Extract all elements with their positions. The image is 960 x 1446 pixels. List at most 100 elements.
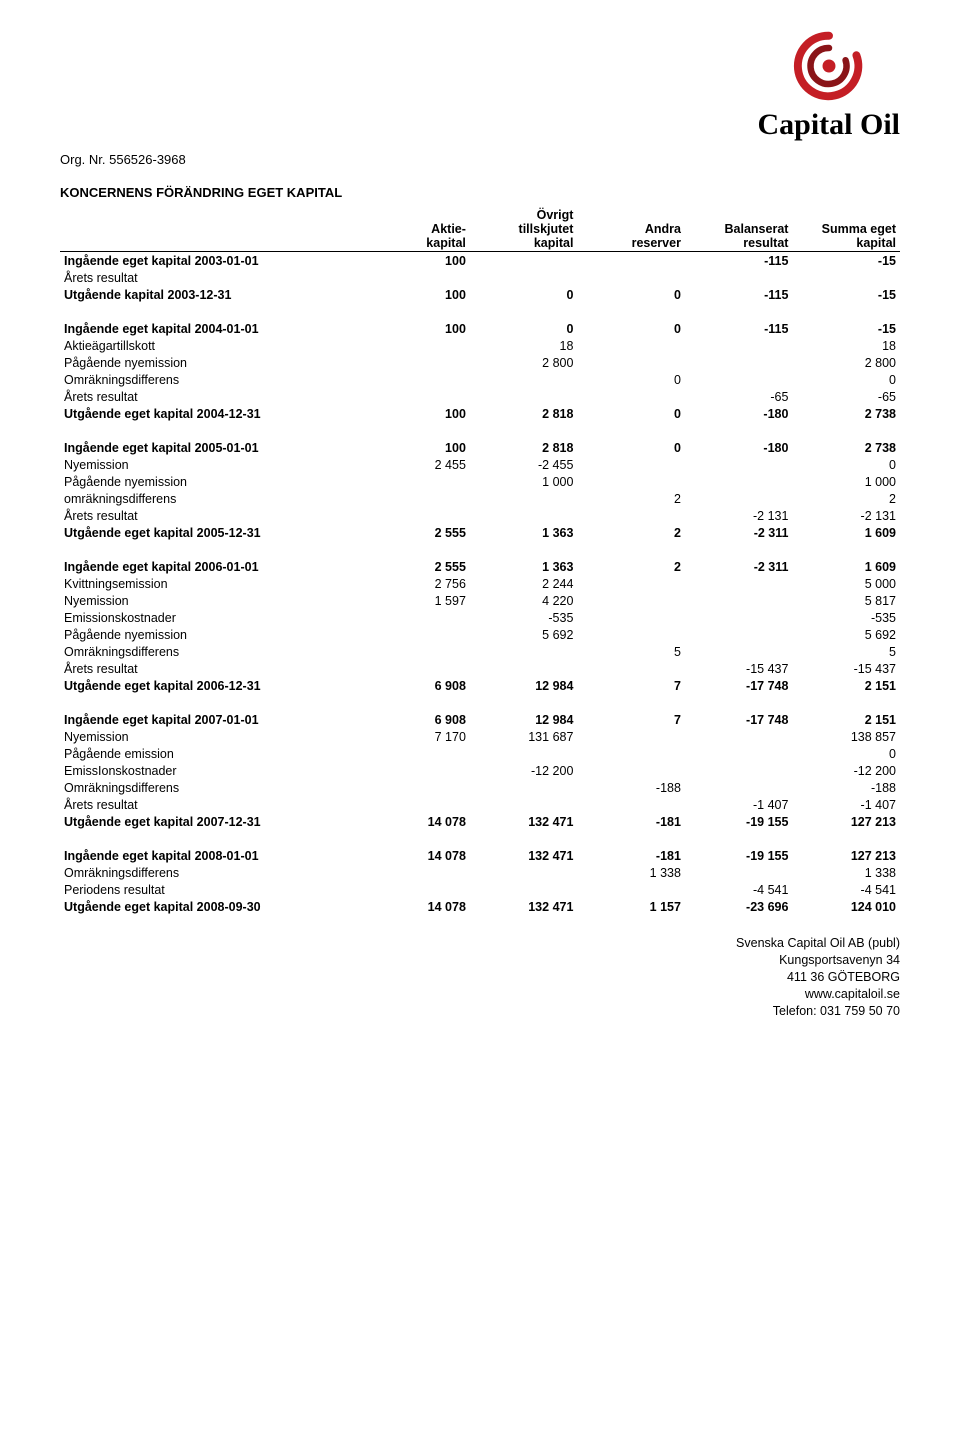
footer-web-link[interactable]: www.capitaloil.se <box>805 987 900 1001</box>
footer-addr2: 411 36 GÖTEBORG <box>60 969 900 986</box>
cell-value: 14 078 <box>362 813 470 830</box>
cell-value <box>685 337 793 354</box>
cell-value <box>685 626 793 643</box>
cell-value <box>362 864 470 881</box>
row-label: Pågående nyemission <box>60 626 362 643</box>
cell-value: -115 <box>685 252 793 270</box>
table-row: Nyemission2 455-2 4550 <box>60 456 900 473</box>
cell-value <box>362 643 470 660</box>
cell-value <box>362 762 470 779</box>
cell-value: 14 078 <box>362 847 470 864</box>
cell-value <box>362 490 470 507</box>
row-label: Nyemission <box>60 456 362 473</box>
cell-value: 1 609 <box>792 524 900 541</box>
footer-company: Svenska Capital Oil AB (publ) <box>60 935 900 952</box>
cell-value <box>577 388 685 405</box>
cell-value <box>470 507 578 524</box>
table-row: Omräkningsdifferens00 <box>60 371 900 388</box>
cell-value: -535 <box>470 609 578 626</box>
table-row: Utgående eget kapital 2007-12-3114 07813… <box>60 813 900 830</box>
table-row: Årets resultat-15 437-15 437 <box>60 660 900 677</box>
cell-value: 7 <box>577 711 685 728</box>
table-row <box>60 541 900 558</box>
header-col-0: Aktie-kapital <box>362 206 470 252</box>
cell-value: 0 <box>470 320 578 337</box>
cell-value <box>685 269 793 286</box>
table-row: Utgående eget kapital 2004-12-311002 818… <box>60 405 900 422</box>
row-label: Årets resultat <box>60 388 362 405</box>
cell-value <box>577 269 685 286</box>
cell-value <box>362 660 470 677</box>
cell-value: 0 <box>577 286 685 303</box>
cell-value <box>685 592 793 609</box>
cell-value <box>577 592 685 609</box>
spacer-cell <box>60 303 900 320</box>
cell-value <box>362 507 470 524</box>
cell-value: -17 748 <box>685 711 793 728</box>
cell-value: 131 687 <box>470 728 578 745</box>
cell-value <box>362 881 470 898</box>
cell-value: 1 338 <box>577 864 685 881</box>
cell-value <box>470 269 578 286</box>
cell-value: -1 407 <box>685 796 793 813</box>
org-number: Org. Nr. 556526-3968 <box>60 152 900 167</box>
table-row: Nyemission1 5974 2205 817 <box>60 592 900 609</box>
row-label: Nyemission <box>60 728 362 745</box>
table-row: Aktieägartillskott1818 <box>60 337 900 354</box>
row-label: Pågående nyemission <box>60 354 362 371</box>
header-col-2-text: Andrareserver <box>632 222 681 250</box>
cell-value <box>577 609 685 626</box>
cell-value: -15 <box>792 320 900 337</box>
cell-value: 138 857 <box>792 728 900 745</box>
cell-value: 2 <box>792 490 900 507</box>
cell-value: -19 155 <box>685 813 793 830</box>
cell-value: 100 <box>362 252 470 270</box>
footer-block: Svenska Capital Oil AB (publ) Kungsports… <box>60 935 900 1019</box>
cell-value: -23 696 <box>685 898 793 915</box>
cell-value <box>470 745 578 762</box>
cell-value <box>685 728 793 745</box>
cell-value <box>470 864 578 881</box>
cell-value: -15 437 <box>685 660 793 677</box>
cell-value: -181 <box>577 813 685 830</box>
equity-change-table: Aktie-kapital Övrigttillskjutetkapital A… <box>60 206 900 915</box>
cell-value: -12 200 <box>792 762 900 779</box>
cell-value: -180 <box>685 439 793 456</box>
cell-value <box>470 796 578 813</box>
cell-value: -180 <box>685 405 793 422</box>
cell-value: 2 455 <box>362 456 470 473</box>
cell-value: -12 200 <box>470 762 578 779</box>
cell-value: 0 <box>792 745 900 762</box>
cell-value <box>470 881 578 898</box>
cell-value <box>685 643 793 660</box>
table-row: Kvittningsemission2 7562 2445 000 <box>60 575 900 592</box>
cell-value: 132 471 <box>470 898 578 915</box>
cell-value <box>362 779 470 796</box>
cell-value: -2 311 <box>685 558 793 575</box>
cell-value <box>362 371 470 388</box>
cell-value: -19 155 <box>685 847 793 864</box>
cell-value: 18 <box>470 337 578 354</box>
row-label: Omräkningsdifferens <box>60 371 362 388</box>
cell-value: 1 609 <box>792 558 900 575</box>
cell-value <box>685 609 793 626</box>
cell-value: 5 692 <box>470 626 578 643</box>
cell-value <box>685 745 793 762</box>
cell-value <box>577 660 685 677</box>
cell-value <box>685 864 793 881</box>
cell-value: -15 <box>792 286 900 303</box>
cell-value <box>470 252 578 270</box>
cell-value: -181 <box>577 847 685 864</box>
page-title: KONCERNENS FÖRÄNDRING EGET KAPITAL <box>60 185 900 200</box>
cell-value: 100 <box>362 405 470 422</box>
cell-value: 5 692 <box>792 626 900 643</box>
cell-value: 1 338 <box>792 864 900 881</box>
row-label: Pågående nyemission <box>60 473 362 490</box>
cell-value: 2 555 <box>362 558 470 575</box>
cell-value <box>362 473 470 490</box>
footer-tel: Telefon: 031 759 50 70 <box>60 1003 900 1020</box>
cell-value <box>470 371 578 388</box>
cell-value <box>577 456 685 473</box>
cell-value <box>470 490 578 507</box>
cell-value: 0 <box>577 320 685 337</box>
